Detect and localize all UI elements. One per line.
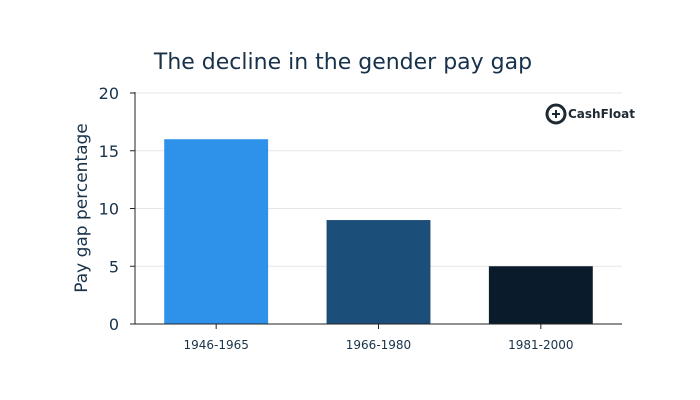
y-tick-label: 10 (99, 200, 119, 219)
bar-1946-1965 (164, 139, 269, 324)
y-axis-ticks: 0 5 10 15 20 (99, 84, 135, 334)
bar-1966-1980 (326, 220, 431, 324)
chart-title: The decline in the gender pay gap (153, 50, 532, 75)
y-tick-label: 15 (99, 142, 119, 161)
logo-text: CashFloat (568, 107, 635, 121)
y-tick-label: 0 (109, 315, 119, 334)
cashfloat-logo-icon (545, 103, 567, 125)
bar-1981-2000 (488, 266, 593, 324)
y-axis-label: Pay gap percentage (72, 123, 92, 293)
x-axis-ticks: 1946-1965 1966-1980 1981-2000 (183, 324, 574, 352)
x-tick-label: 1981-2000 (508, 338, 573, 352)
y-tick-label: 5 (109, 257, 119, 276)
x-tick-label: 1966-1980 (346, 338, 411, 352)
x-tick-label: 1946-1965 (183, 338, 248, 352)
logo: CashFloat (545, 103, 635, 125)
bars (164, 139, 593, 324)
y-tick-label: 20 (99, 84, 119, 103)
